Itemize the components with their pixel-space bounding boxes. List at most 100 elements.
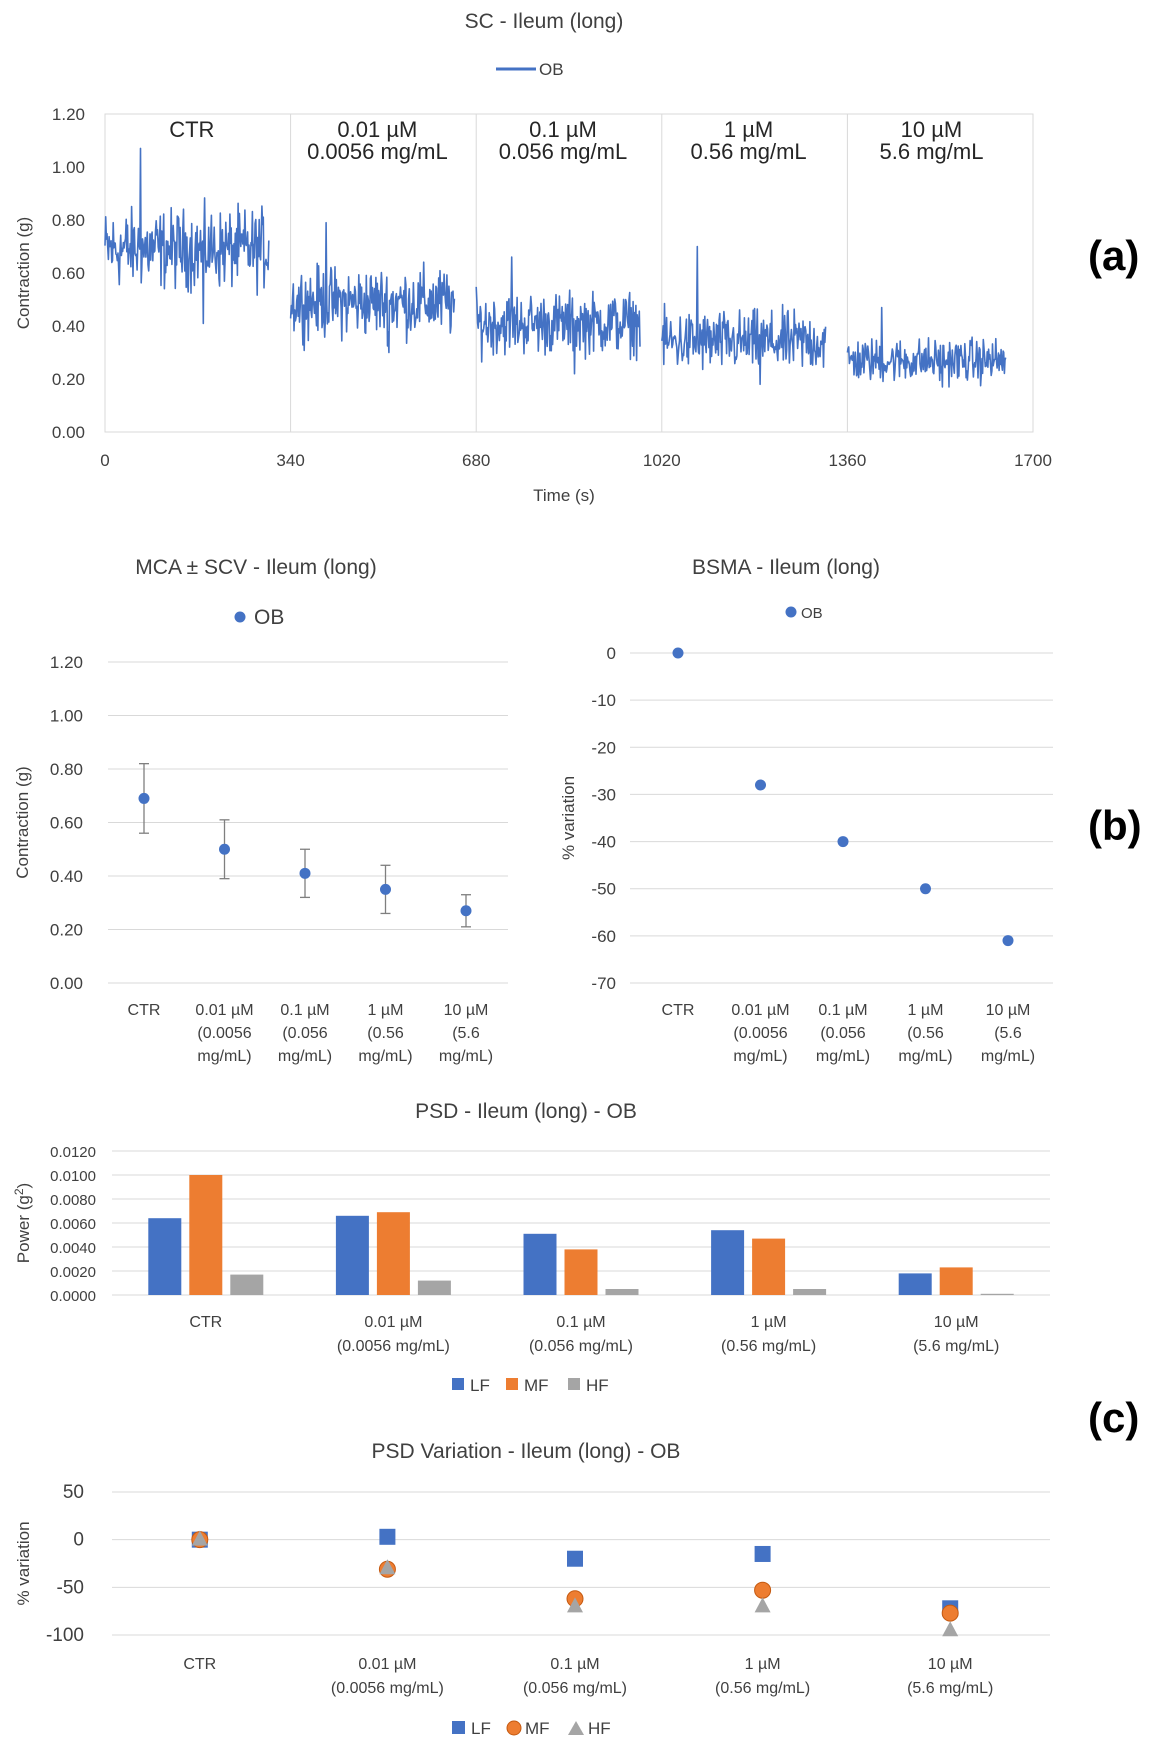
sc-trace-segment xyxy=(661,245,827,386)
psdvar-title: PSD Variation - Ileum (long) - OB xyxy=(372,1440,681,1463)
psd-x-tick: CTR xyxy=(189,1314,222,1331)
psd-bar-hf xyxy=(230,1274,264,1295)
sc-y-tick: 0.20 xyxy=(52,370,85,389)
mca-legend: OB xyxy=(234,606,284,629)
mca-x-tick: 0.01 µM xyxy=(195,1002,253,1019)
sc-trace-segment xyxy=(846,306,1007,388)
sc-x-tick: 1700 xyxy=(1014,451,1052,470)
sc-trace-segment xyxy=(289,221,456,354)
psdvar-point-lf xyxy=(379,1528,396,1545)
bsma-x-tick: 1 µM xyxy=(908,1002,944,1019)
bsma-y-tick: -40 xyxy=(591,833,616,852)
psd-x-tick: (0.0056 mg/mL) xyxy=(337,1338,450,1355)
mca-x-tick: 10 µM xyxy=(444,1002,489,1019)
psd-bar-hf xyxy=(980,1293,1014,1295)
bsma-data-point xyxy=(920,883,931,895)
psd-bar-lf xyxy=(898,1273,932,1295)
mca-x-tick: (0.056 xyxy=(282,1025,327,1042)
psdvar-point-mf xyxy=(941,1604,959,1622)
psdvar-legend: LF MF HF xyxy=(452,1719,611,1738)
psdvar-x-tick: (0.56 mg/mL) xyxy=(715,1680,810,1697)
bsma-legend-label: OB xyxy=(801,605,823,622)
psd-bar-mf xyxy=(564,1249,598,1295)
mca-legend-label: OB xyxy=(254,606,284,629)
bsma-data-point xyxy=(837,836,849,848)
psd-legend-lf-icon xyxy=(452,1378,464,1390)
sc-y-tick: 0.40 xyxy=(52,317,85,336)
bsma-x-tick: (0.56 xyxy=(907,1025,944,1042)
psdvar-x-tick: (0.0056 mg/mL) xyxy=(331,1680,444,1697)
bsma-x-tick: mg/mL) xyxy=(898,1048,952,1065)
psdvar-legend-lf-icon xyxy=(452,1721,465,1734)
bsma-data-point xyxy=(672,647,684,659)
psd-bar-mf xyxy=(939,1267,973,1295)
mca-legend-marker-icon xyxy=(234,611,246,623)
sc-y-axis-label: Contraction (g) xyxy=(14,217,33,329)
psd-legend-mf-icon xyxy=(506,1378,518,1390)
mca-data-point xyxy=(299,867,311,879)
sc-segment-sublabel: 0.0056 mg/mL xyxy=(307,139,448,164)
psd-bar-lf xyxy=(148,1218,182,1295)
bsma-data-point xyxy=(1002,935,1014,947)
bsma-data-point xyxy=(755,779,766,791)
mca-y-tick: 0.80 xyxy=(50,760,83,779)
psd-y-tick: 0.0020 xyxy=(50,1264,96,1281)
bsma-x-tick: mg/mL) xyxy=(733,1048,787,1065)
mca-data-point xyxy=(138,792,150,804)
psd-legend-hf-icon xyxy=(568,1378,580,1390)
mca-y-tick: 1.20 xyxy=(50,653,83,672)
psd-legend-mf-label: MF xyxy=(524,1376,549,1395)
sc-x-tick: 340 xyxy=(276,451,304,470)
psd-y-tick: 0.0080 xyxy=(50,1192,96,1209)
psd-x-tick: 1 µM xyxy=(751,1314,787,1331)
mca-x-tick: 1 µM xyxy=(368,1002,404,1019)
panel-label-a: (a) xyxy=(1088,232,1139,279)
psdvar-point-hf xyxy=(942,1621,959,1637)
psd-bar-mf xyxy=(376,1212,410,1295)
psdvar-legend-mf-icon xyxy=(506,1720,522,1736)
bsma-x-tick: mg/mL) xyxy=(816,1048,870,1065)
mca-x-tick: 0.1 µM xyxy=(280,1002,329,1019)
psdvar-legend-hf-icon xyxy=(568,1721,584,1735)
psd-bar-hf xyxy=(417,1280,451,1295)
sc-x-axis-label: Time (s) xyxy=(533,486,595,505)
bsma-x-tick: 0.1 µM xyxy=(818,1002,867,1019)
psdvar-plot: -100 -50 0 50 % variation CTR 0.01 µM (0.0056 m… xyxy=(14,1482,1050,1697)
psdvar-x-tick: 10 µM xyxy=(928,1656,973,1673)
mca-data-point xyxy=(460,905,472,917)
bsma-y-tick: -60 xyxy=(591,927,616,946)
psdvar-point-mf xyxy=(754,1581,772,1599)
panel-label-b: (b) xyxy=(1088,802,1142,849)
sc-y-tick: 0.80 xyxy=(52,211,85,230)
sc-x-tick: 680 xyxy=(462,451,490,470)
sc-segment-label: 10 µM xyxy=(901,117,963,142)
psd-y-tick: 0.0040 xyxy=(50,1240,96,1257)
psd-y-tick: 0.0100 xyxy=(50,1168,96,1185)
mca-title: MCA ± SCV - Ileum (long) xyxy=(135,556,376,579)
panel-label-c: (c) xyxy=(1088,1394,1139,1441)
psd-x-tick: 10 µM xyxy=(934,1314,979,1331)
mca-x-tick: mg/mL) xyxy=(439,1048,493,1065)
psdvar-y-axis-label: % variation xyxy=(14,1521,33,1605)
sc-y-tick: 1.20 xyxy=(52,105,85,124)
psd-legend-hf-label: HF xyxy=(586,1376,609,1395)
mca-y-tick: 1.00 xyxy=(50,707,83,726)
bsma-y-tick: -30 xyxy=(591,785,616,804)
chart-marks: 0.00 0.20 0.40 0.60 0.80 1.00 1.20 0 340 680 1020 1… xyxy=(12,105,1053,1697)
psd-y-tick: 0.0000 xyxy=(50,1288,96,1305)
mca-x-tick: (0.0056 xyxy=(197,1025,251,1042)
psdvar-x-tick: (0.056 mg/mL) xyxy=(523,1680,627,1697)
mca-y-axis-label: Contraction (g) xyxy=(13,766,32,878)
bsma-x-tick: CTR xyxy=(662,1002,695,1019)
psd-x-tick: (0.56 mg/mL) xyxy=(721,1338,816,1355)
bsma-x-tick: (0.056 xyxy=(820,1025,865,1042)
psd-legend-lf-label: LF xyxy=(470,1376,490,1395)
mca-x-tick: (5.6 xyxy=(452,1025,480,1042)
sc-y-tick: 1.00 xyxy=(52,158,85,177)
bsma-y-tick: -10 xyxy=(591,691,616,710)
psd-bar-hf xyxy=(605,1289,639,1295)
bsma-x-tick: mg/mL) xyxy=(981,1048,1035,1065)
psdvar-y-tick: -50 xyxy=(57,1577,84,1598)
sc-x-tick: 1020 xyxy=(643,451,681,470)
